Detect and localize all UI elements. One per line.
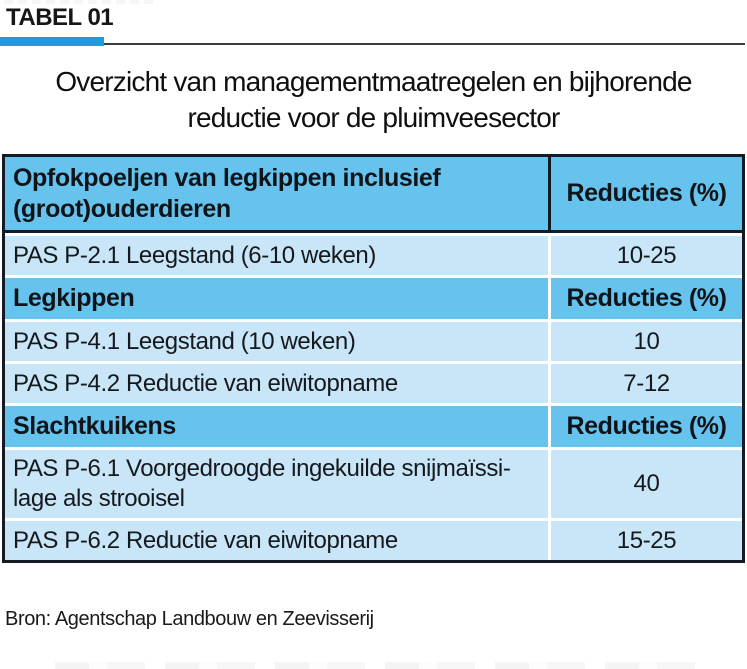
reductions-header-cell: Reducties (%): [548, 157, 742, 230]
reduction-value-cell: 40: [548, 450, 742, 518]
table-title-line1: Overzicht van managementmaatregelen en b…: [55, 66, 692, 97]
section-title-cell: Legkippen: [13, 284, 135, 312]
reductions-header-cell: Reducties (%): [548, 278, 742, 319]
table-title: Overzicht van managementmaatregelen en b…: [0, 64, 747, 136]
kicker-rule-line: [104, 43, 745, 45]
table-row: PAS P-2.1 Leegstand (6-10 weken) 10-25: [5, 233, 742, 275]
measure-cell: PAS P-6.1 Voorgedroogde ingekuilde snijm…: [13, 455, 511, 512]
measure-cell: PAS P-2.1 Leegstand (6-10 weken): [13, 241, 376, 269]
section-title-cell: Opfokpoeljen van legkippen inclusief (gr…: [13, 163, 441, 223]
reduction-value-cell: 15-25: [548, 521, 742, 560]
source-credit: Bron: Agentschap Landbouw en Zeevisserij: [5, 608, 374, 630]
reduction-value-cell: 10-25: [548, 236, 742, 275]
reduction-value-cell: 7-12: [548, 364, 742, 403]
cropped-content-artifact-top: [4, 0, 154, 4]
table-row: PAS P-4.2 Reductie van eiwitopname 7-12: [5, 361, 742, 403]
table-row: PAS P-4.1 Leegstand (10 weken) 10: [5, 319, 742, 361]
reduction-value-cell: 10: [548, 322, 742, 361]
reduction-table: Opfokpoeljen van legkippen inclusief (gr…: [2, 154, 745, 563]
table-title-line2: reductie voor de pluimveesector: [187, 102, 560, 133]
table-kicker-label: TABEL 01: [6, 4, 114, 31]
cropped-content-artifact-bottom: [55, 662, 705, 669]
section-title-cell: Slachtkuikens: [13, 412, 176, 440]
measure-cell: PAS P-6.2 Reductie van eiwitopname: [13, 526, 398, 554]
kicker-accent-bar: [0, 37, 104, 46]
measure-cell: PAS P-4.2 Reductie van eiwitopname: [13, 369, 398, 397]
table-row: PAS P-6.1 Voorgedroogde ingekuilde snijm…: [5, 447, 742, 518]
table-row: PAS P-6.2 Reductie van eiwitopname 15-25: [5, 518, 742, 560]
reductions-header-cell: Reducties (%): [548, 406, 742, 447]
table-section-header-row: Opfokpoeljen van legkippen inclusief (gr…: [5, 157, 742, 233]
measure-cell: PAS P-4.1 Leegstand (10 weken): [13, 327, 356, 355]
table-section-header-row: Legkippen Reducties (%): [5, 275, 742, 319]
table-section-header-row: Slachtkuikens Reducties (%): [5, 403, 742, 447]
